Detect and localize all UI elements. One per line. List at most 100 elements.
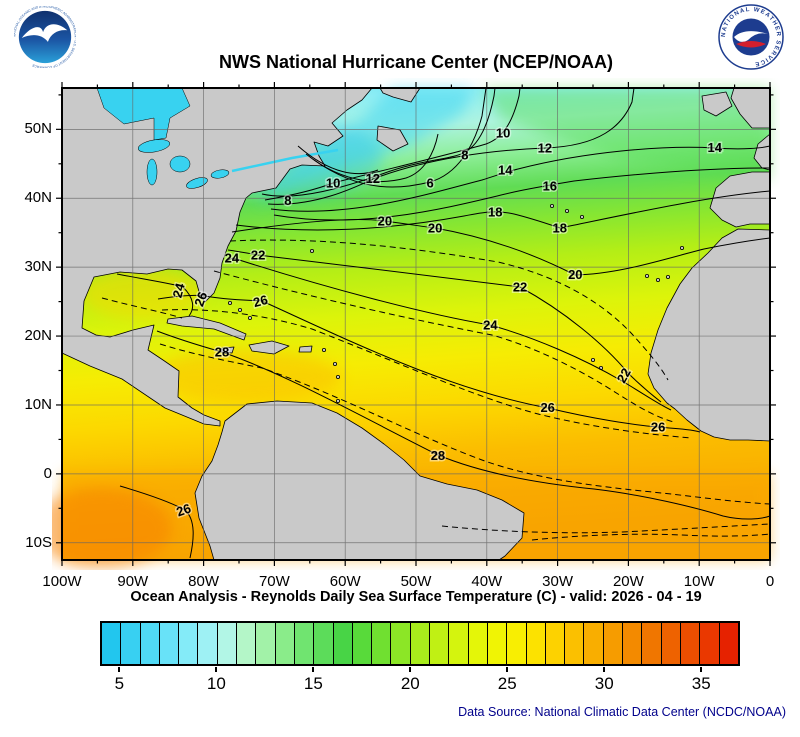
colorbar-cell xyxy=(700,623,720,664)
longitude-tick-label: 20W xyxy=(612,573,644,590)
contour-label: 26 xyxy=(252,292,270,310)
colorbar-cell xyxy=(140,623,160,664)
colorbar-tick-label: 30 xyxy=(594,674,614,693)
contour-label: 26 xyxy=(191,290,210,309)
contour-label: 22 xyxy=(513,280,527,295)
contour-label: 20 xyxy=(378,213,392,228)
map-frame xyxy=(56,82,776,566)
contour-label: 20 xyxy=(428,220,442,235)
colorbar-tick-label: 25 xyxy=(497,674,517,693)
colorbar-tick-label: 15 xyxy=(303,674,323,693)
colorbar-cell xyxy=(603,623,624,664)
colorbar-cell xyxy=(179,623,199,664)
colorbar-cell xyxy=(333,623,353,664)
nws-emblem-red-band xyxy=(736,41,766,48)
lakes-layer xyxy=(96,87,339,189)
colorbar-cell xyxy=(372,623,392,664)
longitude-tick-label: 70W xyxy=(258,573,290,590)
colorbar-tick-mark xyxy=(603,667,606,672)
longitude-tick-label: 60W xyxy=(329,573,361,590)
colorbar-cell xyxy=(719,623,738,664)
colorbar-tick-mark xyxy=(506,667,509,672)
colorbar-cell xyxy=(430,623,450,664)
longitude-tick-label: 80W xyxy=(188,573,220,590)
contour-label: 28 xyxy=(431,448,445,463)
latitude-tick-label: 30N xyxy=(24,258,52,276)
latitude-tick-label: 50N xyxy=(24,120,52,138)
colorbar-cell xyxy=(217,623,238,664)
colorbar-cell xyxy=(545,623,566,664)
latitude-tick-label: 40N xyxy=(24,189,52,207)
contour-label: 10 xyxy=(326,176,340,191)
latitude-tick-label: 20N xyxy=(24,327,52,345)
contour-label: 26 xyxy=(651,420,665,435)
data-source-note: Data Source: National Climatic Data Cent… xyxy=(458,705,786,719)
contour-label: 18 xyxy=(488,205,502,220)
contour-label: 28 xyxy=(215,344,229,359)
colorbar-cell xyxy=(237,623,257,664)
colorbar-cell xyxy=(121,623,141,664)
colorbar-cell xyxy=(526,623,546,664)
contour-label: 8 xyxy=(461,147,468,162)
colorbar-tick-mark xyxy=(409,667,412,672)
colorbar-cell xyxy=(507,623,527,664)
colorbar-cell xyxy=(314,623,334,664)
latitude-tick-label: 0 xyxy=(43,464,52,482)
nws-emblem-swoosh xyxy=(734,31,768,42)
longitude-tick-label: 0 xyxy=(765,573,775,590)
page-title: NWS National Hurricane Center (NCEP/NOAA… xyxy=(218,52,614,72)
colorbar-tick-label: 5 xyxy=(114,674,125,693)
longitude-tick-label: 40W xyxy=(471,573,503,590)
latitude-tick-label: 10N xyxy=(24,395,52,413)
contour-label: 24 xyxy=(483,318,498,333)
contour-label: 18 xyxy=(552,220,566,235)
colorbar-cell xyxy=(352,623,373,664)
longitude-tick-label: 90W xyxy=(117,573,149,590)
colorbar-cell xyxy=(623,623,643,664)
land-layer xyxy=(61,87,771,561)
longitude-tick-label: 50W xyxy=(400,573,432,590)
colorbar-cell xyxy=(565,623,585,664)
colorbar-cell xyxy=(275,623,295,664)
colorbar-tick-mark xyxy=(215,667,218,672)
colorbar-tick-label: 35 xyxy=(691,674,711,693)
longitude-tick-label: 30W xyxy=(542,573,574,590)
contour-label: 10 xyxy=(496,125,510,140)
contour-label: 24 xyxy=(170,281,188,300)
colorbar-cell xyxy=(449,623,469,664)
noaa-logo: NATIONAL OCEANIC AND ATMOSPHERIC ADMINIS… xyxy=(14,6,76,68)
contour-label: 16 xyxy=(543,178,557,193)
colorbar-cell xyxy=(391,623,411,664)
longitude-tick-label: 10W xyxy=(683,573,715,590)
isotherm-contours xyxy=(101,87,771,559)
latitude-tick-label: 10S xyxy=(25,533,52,551)
contour-label: 12 xyxy=(366,171,380,186)
colorbar-cell xyxy=(661,623,681,664)
longitude-tick-label: 100W xyxy=(42,573,82,590)
contour-label: 14 xyxy=(498,162,513,177)
colorbar-cell xyxy=(584,623,604,664)
colorbar-tick-label: 10 xyxy=(206,674,226,693)
contour-label: 26 xyxy=(174,500,193,519)
contour-label: 22 xyxy=(251,247,265,262)
contour-label: 8 xyxy=(284,193,291,208)
colorbar-cell xyxy=(487,623,508,664)
contour-label: 24 xyxy=(225,251,240,266)
colorbar-cell xyxy=(642,623,662,664)
colorbar-tick-mark xyxy=(118,667,121,672)
contour-label: 14 xyxy=(708,140,723,155)
colorbar-cell xyxy=(468,623,488,664)
colorbar-cell xyxy=(102,623,122,664)
contour-label: 26 xyxy=(540,400,554,415)
colorbar-tick-mark xyxy=(312,667,315,672)
colorbar-cell xyxy=(256,623,276,664)
nws-logo: NATIONAL WEATHER SERVICE xyxy=(718,4,784,70)
colorbar-cell xyxy=(410,623,431,664)
graticule-grid xyxy=(62,88,770,560)
colorbar-cell xyxy=(159,623,180,664)
contour-label: 6 xyxy=(427,176,434,191)
noaa-gull-icon xyxy=(21,24,68,42)
